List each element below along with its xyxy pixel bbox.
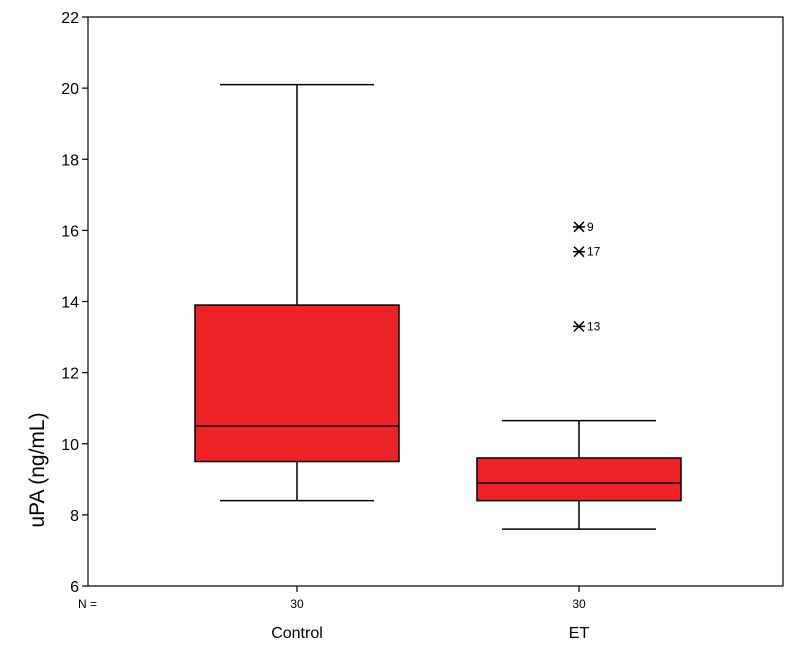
y-tick-label: 16 (61, 223, 79, 240)
outlier-marker (573, 246, 585, 258)
outlier-marker (573, 320, 585, 332)
box-control (194, 304, 400, 463)
n-label: N = (78, 597, 97, 611)
x-tick-label: Control (271, 625, 323, 642)
y-tick-label: 8 (70, 508, 79, 525)
x-tick-label: ET (569, 625, 590, 642)
y-tick-label: 10 (61, 437, 79, 454)
outlier-label: 9 (587, 220, 594, 234)
n-value: 30 (572, 597, 586, 611)
y-tick-label: 6 (70, 579, 79, 596)
n-value: 30 (290, 597, 304, 611)
outlier-label: 17 (587, 245, 601, 259)
y-axis-label: uPA (ng/mL) (26, 412, 49, 527)
outlier-marker (573, 221, 585, 233)
y-tick-label: 14 (61, 295, 79, 312)
y-tick-label: 20 (61, 81, 79, 98)
box-et (476, 457, 682, 502)
y-tick-label: 22 (61, 10, 79, 27)
outlier-label: 13 (587, 319, 601, 333)
y-tick-label: 18 (61, 152, 79, 169)
y-tick-label: 12 (61, 366, 79, 383)
